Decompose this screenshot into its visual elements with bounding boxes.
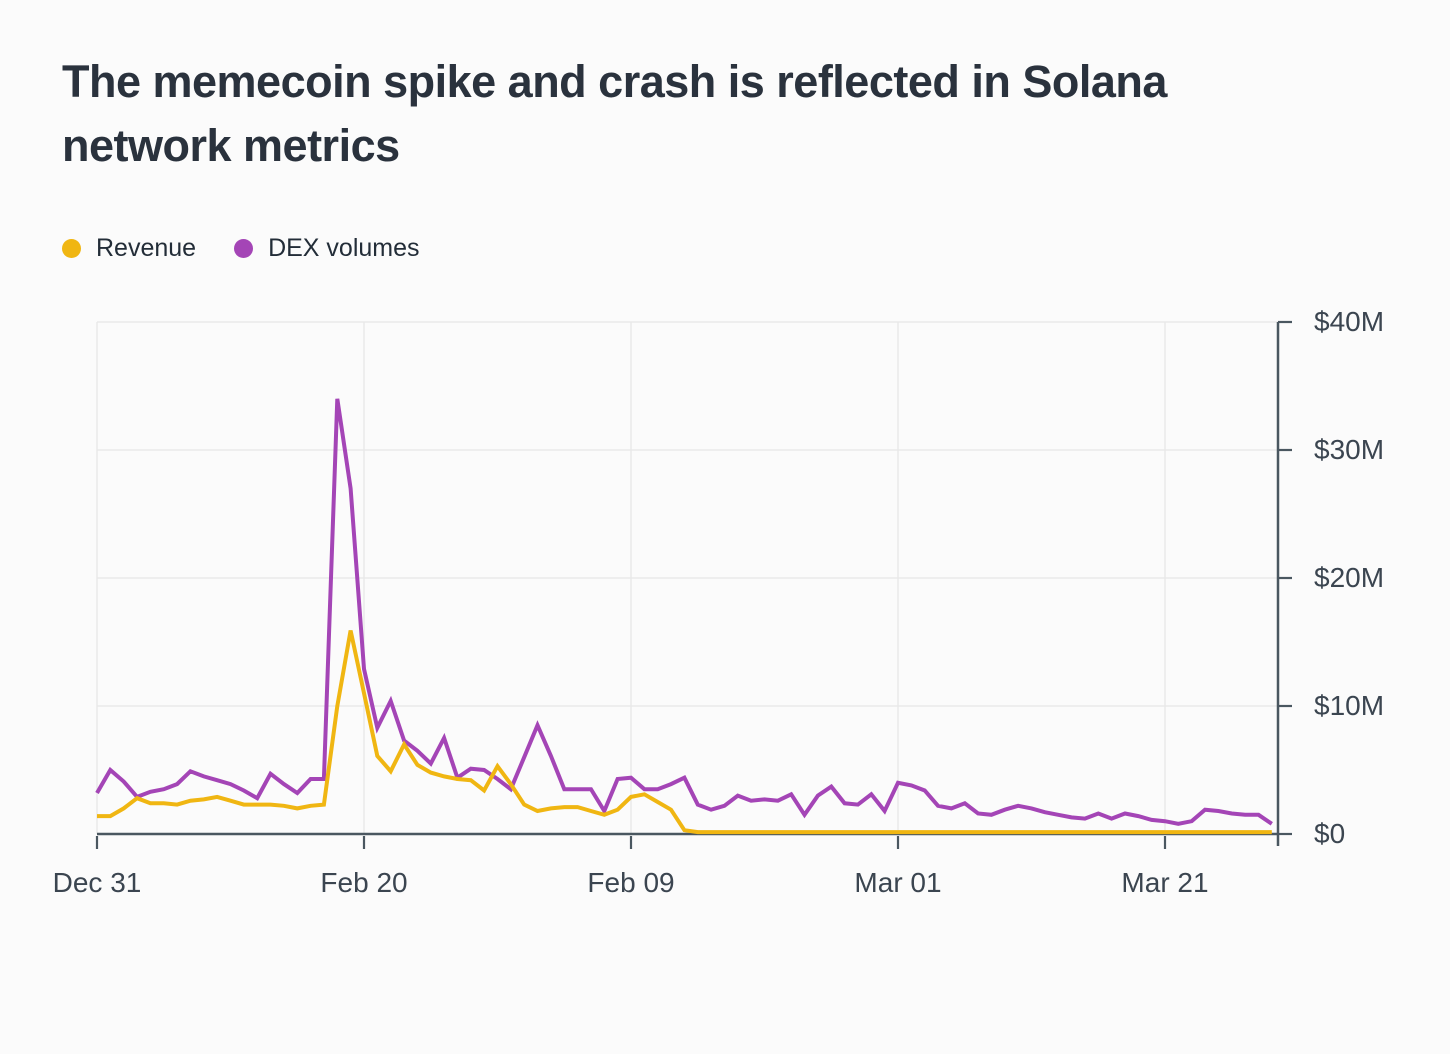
x-tick-label: Feb 09 [587,867,675,898]
page-title-line1: The memecoin spike and crash is reflecte… [62,56,1167,107]
y-tick-label: $30M [1314,434,1385,465]
legend-item-dex-volumes: DEX volumes [234,234,420,263]
legend-item-revenue: Revenue [62,234,196,263]
x-tick-label: Mar 21 [1121,867,1209,898]
dex-volumes-dot-icon [234,239,254,258]
y-tick-label: $0 [1314,818,1346,849]
legend-label-revenue: Revenue [96,234,197,262]
page-title-line2: network metrics [62,120,400,171]
x-tick-label: Mar 01 [854,867,942,898]
legend-label-dex-volumes: DEX volumes [268,234,420,262]
revenue-dot-icon [62,239,81,258]
x-tick-label: Feb 20 [320,867,408,898]
footer: cointelegraph.com source: Artemis, DefiL… [0,930,1450,1020]
y-tick-label: $20M [1314,562,1385,593]
legend: Revenue DEX volumes [62,234,420,263]
x-tick-label: Dec 31 [52,867,142,898]
y-tick-label: $10M [1314,690,1385,721]
series-line-dex-volumes [95,398,1273,826]
series-line-revenue [97,630,1272,835]
y-tick-label: $40M [1314,306,1385,337]
page-title: The memecoin spike and crash is reflecte… [62,50,1362,178]
